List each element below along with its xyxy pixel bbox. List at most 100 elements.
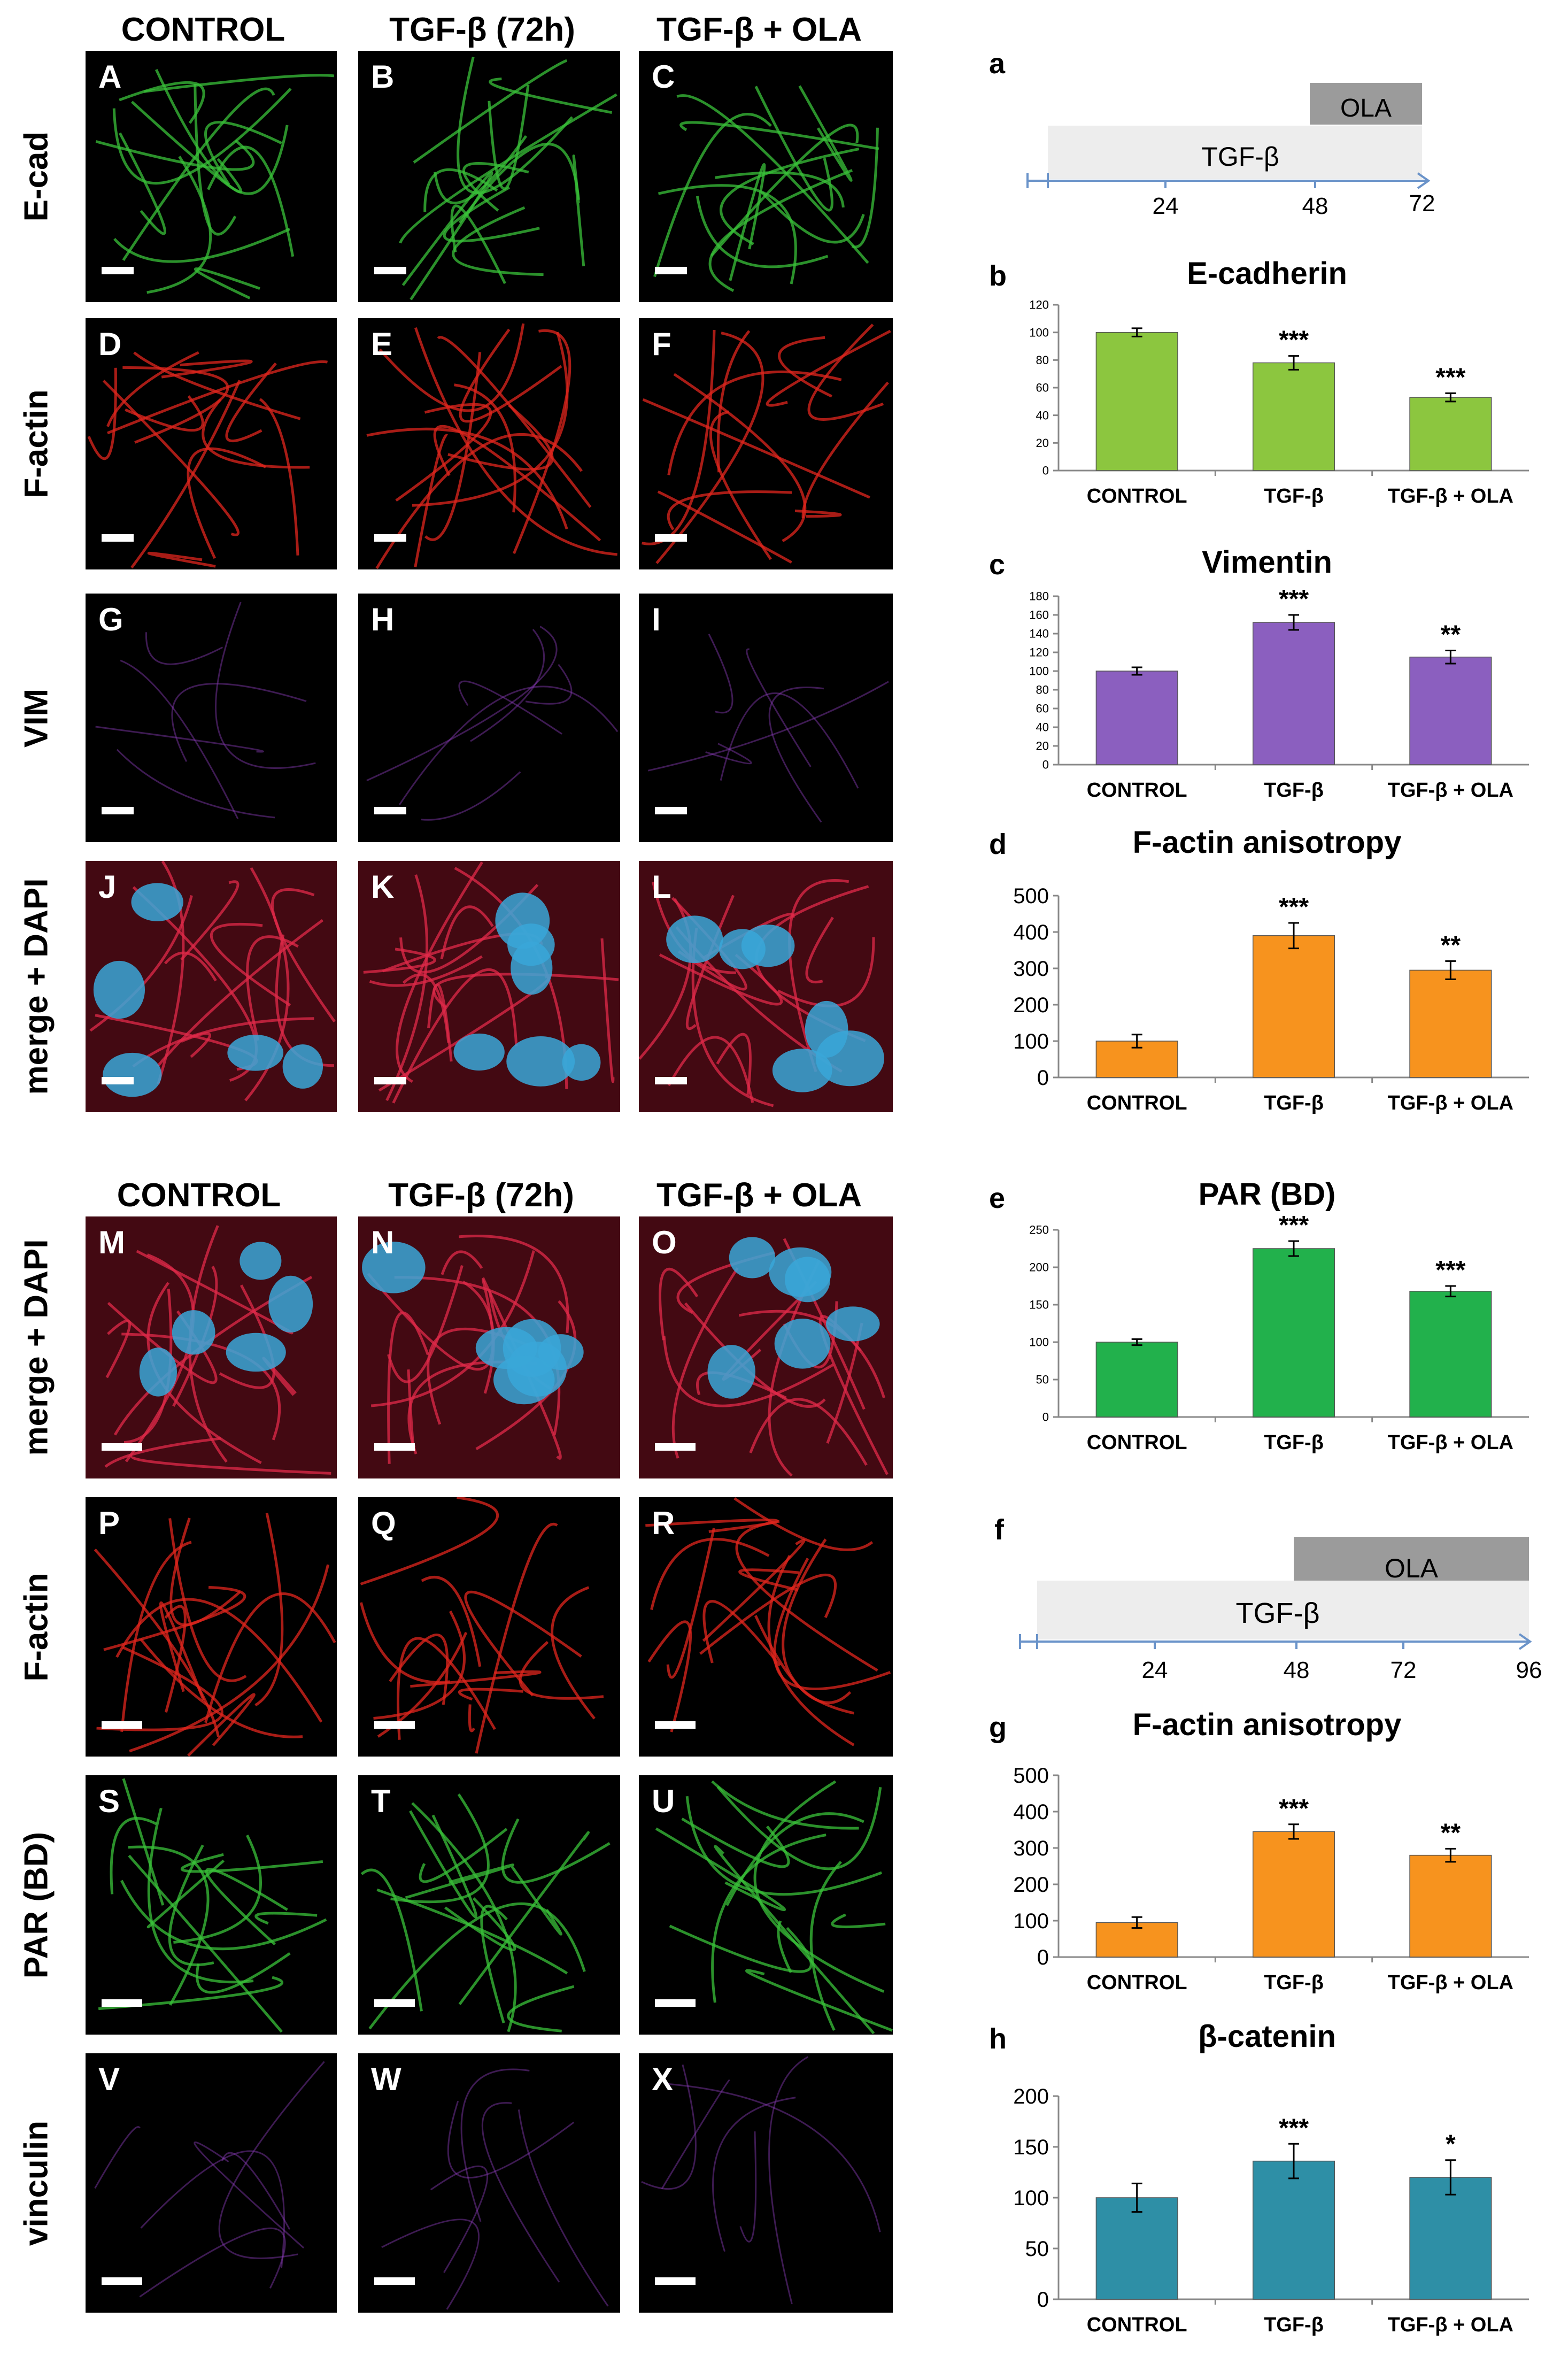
scale-bar: [102, 1721, 142, 1729]
tick-96: 96: [1516, 1657, 1542, 1683]
bar-chart-c: 0 20 40 60 80 100 120 140 160 180 CONTROL *** TGF-β *…: [1029, 585, 1529, 802]
micrograph-w: W: [358, 2053, 620, 2313]
bar: [1252, 1248, 1335, 1418]
error-bar: [1288, 1240, 1299, 1257]
panel-letter: Q: [371, 1505, 396, 1541]
panel-letter: G: [98, 602, 123, 637]
micrograph-b: B: [358, 51, 620, 302]
scale-bar: [655, 2277, 696, 2285]
bar: [1252, 622, 1335, 765]
significance-label: ***: [1435, 1256, 1465, 1284]
bar: [1409, 1291, 1492, 1418]
micrograph-o: O: [639, 1216, 893, 1478]
y-tick-label: 200: [1013, 994, 1049, 1017]
bottom-header-tgf: TGF-β (72h): [388, 1177, 574, 1214]
chart-title: E-cadherin: [1187, 256, 1347, 291]
timeline-f: OLA TGF-β 24 48 72 96: [1019, 1537, 1542, 1683]
row-label: E-cad: [18, 131, 55, 222]
micrograph-s: S: [86, 1775, 337, 2035]
panel-letter: S: [98, 1783, 120, 1819]
category-label: CONTROL: [1087, 2314, 1187, 2336]
panel-letter-f: f: [994, 1514, 1004, 1546]
row-label: merge + DAPI: [18, 878, 55, 1095]
scale-bar: [102, 534, 134, 542]
ola-label: OLA: [1340, 94, 1392, 122]
micrograph-j: J: [86, 861, 337, 1112]
y-tick-label: 120: [1029, 298, 1049, 312]
panel-letter: X: [652, 2061, 674, 2097]
panel-letter: F: [652, 326, 671, 362]
micrograph-m: M: [86, 1216, 337, 1478]
ola-label: OLA: [1385, 1553, 1439, 1583]
bar: [1409, 397, 1492, 471]
bar: [1252, 362, 1335, 471]
y-tick-label: 40: [1036, 721, 1049, 734]
micrograph-i: I: [639, 594, 893, 842]
error-bar: [1445, 1285, 1456, 1298]
y-tick-label: 150: [1013, 2136, 1049, 2159]
micrograph-g: G: [86, 594, 337, 842]
micrograph-p: P: [86, 1497, 337, 1757]
y-tick-label: 140: [1029, 627, 1049, 641]
tick-48: 48: [1302, 193, 1328, 219]
tick-24: 24: [1153, 193, 1179, 219]
micrograph-n: N: [358, 1216, 620, 1478]
scale-bar: [102, 1443, 142, 1451]
row-label: PAR (BD): [18, 1831, 55, 1978]
micrograph-h: H: [358, 594, 620, 842]
panel-letter: K: [371, 869, 395, 905]
error-bar: [1131, 1916, 1142, 1929]
panel-letter: B: [371, 59, 395, 95]
y-tick-label: 300: [1013, 957, 1049, 981]
y-tick-label: 0: [1037, 2288, 1049, 2312]
micrograph-x: X: [639, 2053, 893, 2313]
panel-letter-b: b: [989, 260, 1007, 292]
panel-letter: A: [98, 59, 122, 95]
error-bar: [1445, 650, 1456, 665]
bar-chart-g: 0 100 200 300 400 500 CONTROL *** TGF-β ** TGF-β +…: [1013, 1764, 1529, 1994]
y-tick-label: 60: [1036, 702, 1049, 715]
significance-label: *: [1446, 2130, 1456, 2159]
chart-title: Vimentin: [1202, 545, 1332, 580]
error-bar: [1445, 392, 1456, 403]
scale-bar: [655, 1721, 696, 1729]
bar-chart-b: 0 20 40 60 80 100 120 CONTROL *** TGF-β *** TGF-β +…: [1029, 298, 1529, 507]
micrograph-a: A: [86, 51, 337, 302]
error-bar: [1288, 355, 1299, 371]
y-tick-label: 20: [1036, 740, 1049, 753]
significance-label: ***: [1279, 2114, 1309, 2142]
bar: [1409, 657, 1492, 765]
bottom-header-tgf-ola: TGF-β + OLA: [656, 1177, 862, 1214]
error-bar: [1131, 1338, 1142, 1346]
timeline-a: OLA TGF-β 24 48 72: [1026, 83, 1435, 219]
panel-letter: O: [652, 1224, 677, 1260]
chart-title: β-catenin: [1198, 2019, 1336, 2054]
category-label: TGF-β: [1264, 1092, 1324, 1114]
panel-letter: I: [652, 602, 661, 637]
panel-letter: V: [98, 2061, 120, 2097]
panel-letter: M: [98, 1224, 125, 1260]
scale-bar: [655, 267, 687, 274]
scale-bar: [374, 1721, 415, 1729]
micrograph-t: T: [358, 1775, 620, 2035]
scale-bar: [102, 807, 134, 814]
category-label: TGF-β + OLA: [1388, 779, 1513, 802]
significance-label: ***: [1435, 363, 1465, 391]
scale-bar: [655, 1999, 696, 2007]
error-bar: [1288, 2143, 1299, 2180]
y-tick-label: 50: [1036, 1373, 1049, 1387]
y-tick-label: 20: [1036, 436, 1049, 450]
y-tick-label: 0: [1042, 464, 1049, 478]
y-tick-label: 100: [1013, 2186, 1049, 2210]
y-tick-label: 0: [1037, 1946, 1049, 1969]
micrograph-f: F: [639, 318, 893, 569]
error-bar: [1445, 1847, 1456, 1863]
bar: [1409, 969, 1492, 1078]
panel-letter: E: [371, 326, 393, 362]
bar: [1095, 332, 1178, 471]
micrograph-q: Q: [358, 1497, 620, 1757]
panel-letter-e: e: [989, 1182, 1006, 1214]
error-bar: [1288, 614, 1299, 631]
scale-bar: [374, 807, 406, 814]
chart-title: F-actin anisotropy: [1132, 825, 1402, 860]
